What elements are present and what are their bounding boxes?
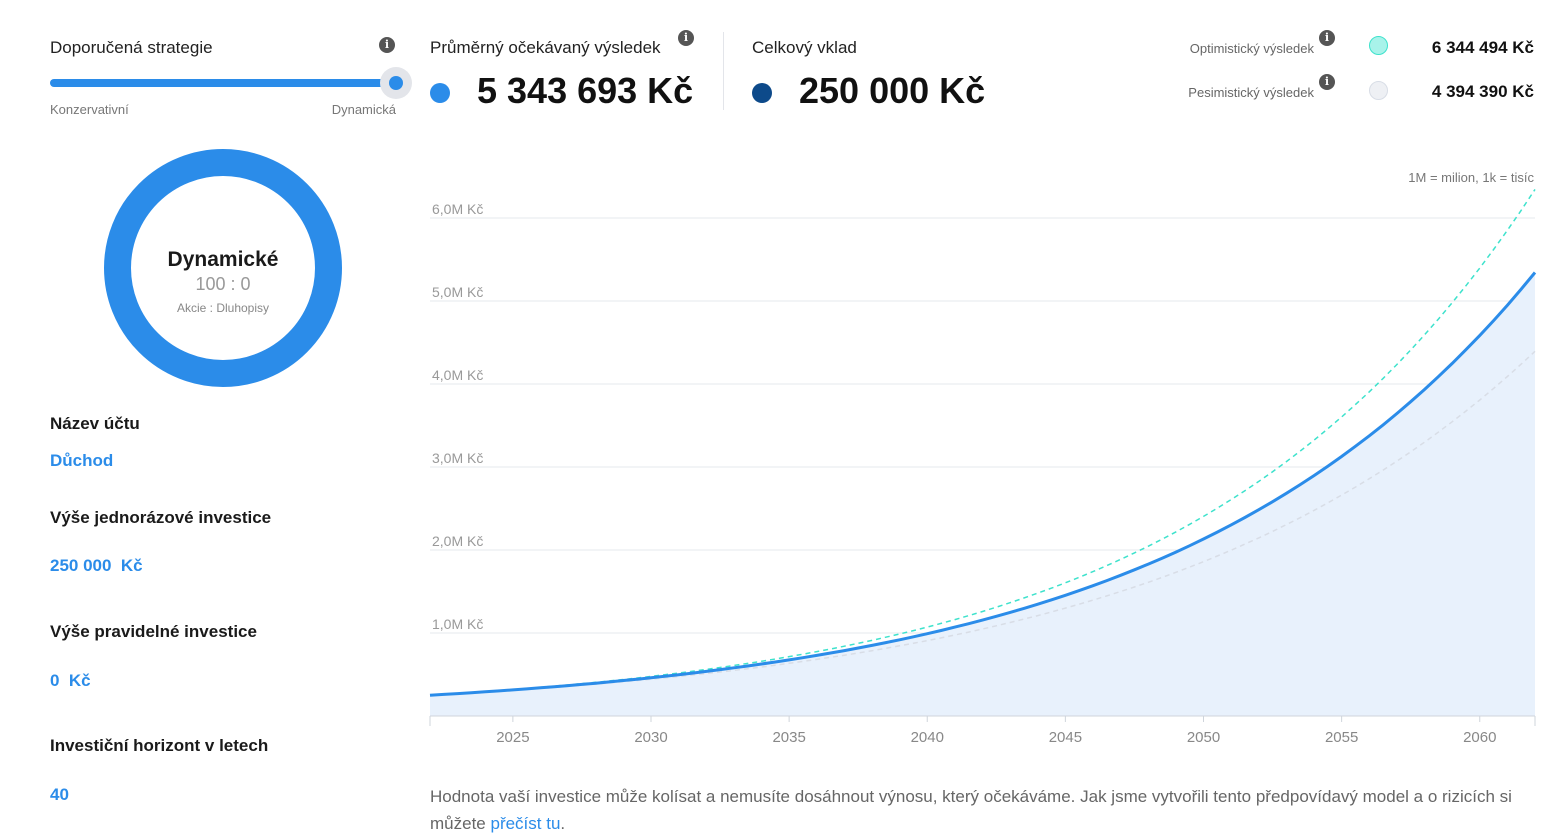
disclaimer-end: . xyxy=(560,814,566,833)
optimistic-label: Optimistický výsledek xyxy=(1189,41,1314,56)
disclaimer-text: Hodnota vaší investice může kolísat a ne… xyxy=(430,787,1512,833)
horizon-label: Investiční horizont v letech xyxy=(50,736,269,755)
allocation-ratio: 100 : 0 xyxy=(195,274,251,294)
expected-area xyxy=(430,272,1535,716)
results-divider xyxy=(723,32,724,110)
optimistic-value: 6 344 494 Kč xyxy=(1431,38,1534,57)
pessimistic-label: Pesimistický výsledek xyxy=(1188,85,1314,100)
x-tick-label: 2025 xyxy=(496,729,529,746)
horizon-value[interactable]: 40 xyxy=(50,785,69,804)
lump-sum-value[interactable]: 250 000 Kč xyxy=(50,556,143,575)
expected-line xyxy=(429,271,1537,697)
deposit-dot xyxy=(752,83,772,103)
y-tick-label: 1,0M Kč xyxy=(432,616,483,632)
x-tick-label: 2050 xyxy=(1187,729,1220,746)
pessimistic-info-icon[interactable]: i xyxy=(1319,74,1335,90)
y-tick-label: 6,0M Kč xyxy=(432,201,483,217)
y-tick-label: 5,0M Kč xyxy=(432,284,483,300)
optimistic-info-icon[interactable]: i xyxy=(1319,30,1335,46)
y-tick-label: 4,0M Kč xyxy=(432,367,483,383)
chart-unit-note: 1M = milion, 1k = tisíc xyxy=(1408,170,1534,185)
pessimistic-dot xyxy=(1369,81,1388,100)
x-tick-label: 2060 xyxy=(1463,729,1496,746)
slider-max-label: Dynamická xyxy=(331,102,396,117)
pessimistic-value: 4 394 390 Kč xyxy=(1431,82,1534,101)
regular-investment-value[interactable]: 0 Kč xyxy=(50,671,91,690)
expected-result-value: 5 343 693 Kč xyxy=(477,70,694,111)
x-tick-label: 2055 xyxy=(1325,729,1358,746)
lump-sum-label: Výše jednorázové investice xyxy=(50,508,272,527)
disclaimer: Hodnota vaší investice může kolísat a ne… xyxy=(430,783,1520,837)
expected-dot xyxy=(430,83,450,103)
strategy-slider-track[interactable] xyxy=(50,79,396,87)
x-tick-label: 2030 xyxy=(634,729,667,746)
deposit-value: 250 000 Kč xyxy=(799,70,986,111)
strategy-info-icon[interactable]: i xyxy=(379,37,395,53)
account-name-value[interactable]: Důchod xyxy=(50,451,114,470)
strategy-slider-thumb[interactable] xyxy=(389,76,403,90)
x-tick-label: 2045 xyxy=(1049,729,1082,746)
optimistic-dot xyxy=(1369,36,1388,55)
expected-info-icon[interactable]: i xyxy=(678,30,694,46)
strategy-title: Doporučená strategie xyxy=(50,38,213,57)
allocation-title: Dynamické xyxy=(167,248,279,271)
account-name-label: Název účtu xyxy=(50,414,140,433)
read-more-link[interactable]: přečíst tu xyxy=(490,814,561,833)
allocation-subtitle: Akcie : Dluhopisy xyxy=(176,301,270,315)
y-tick-label: 2,0M Kč xyxy=(432,533,483,549)
expected-result-label: Průměrný očekávaný výsledek xyxy=(430,38,661,57)
slider-min-label: Konzervativní xyxy=(50,102,129,117)
deposit-label: Celkový vklad xyxy=(752,38,857,57)
y-tick-label: 3,0M Kč xyxy=(432,450,483,466)
x-tick-label: 2040 xyxy=(911,729,944,746)
x-tick-label: 2035 xyxy=(772,729,805,746)
regular-investment-label: Výše pravidelné investice xyxy=(50,622,257,641)
